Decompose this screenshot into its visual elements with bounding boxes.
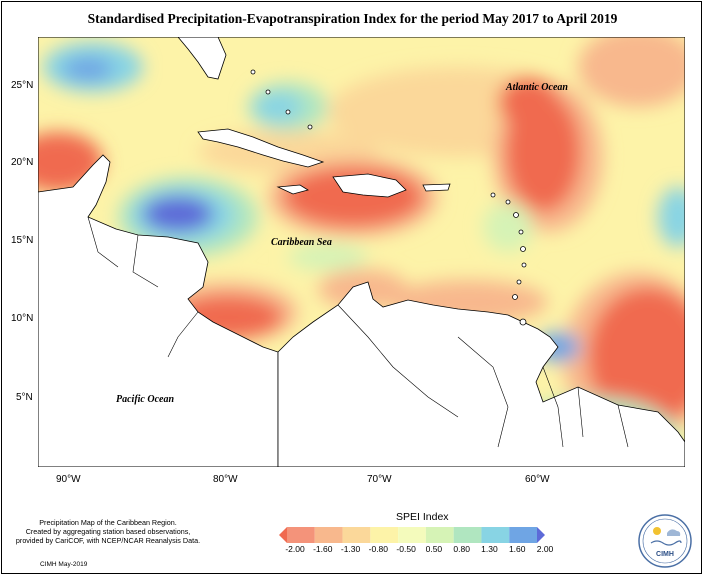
country-borders	[87, 216, 629, 448]
map-notes: Precipitation Map of the Caribbean Regio…	[8, 518, 208, 545]
legend-bin	[453, 527, 482, 543]
lon-label-80w: 80°W	[213, 474, 238, 485]
legend-bin	[370, 527, 399, 543]
land-masses	[38, 37, 685, 467]
map-title: Standardised Precipitation-Evapotranspir…	[87, 11, 618, 26]
lesser-antilles	[250, 69, 527, 326]
legend-bin	[398, 527, 426, 543]
lon-label-70w: 70°W	[367, 474, 392, 485]
legend-tick-label: -0.80	[368, 544, 389, 554]
note-line-1: Precipitation Map of the Caribbean Regio…	[39, 518, 177, 527]
legend-tick-label: 2.00	[536, 544, 554, 554]
legend-colorbar	[279, 527, 545, 543]
legend-bin	[342, 527, 371, 543]
legend-bin	[425, 527, 454, 543]
label-caribbean-sea: Caribbean Sea	[271, 237, 332, 248]
legend-tick-label: -2.00	[285, 544, 305, 554]
label-atlantic-ocean: Atlantic Ocean	[505, 82, 568, 93]
legend-bin	[279, 527, 287, 543]
note-line-2: Created by aggregating station based obs…	[25, 527, 191, 536]
legend-bin	[481, 527, 510, 543]
credit-text: CIMH May-2019	[40, 561, 88, 568]
legend-title: SPEI Index	[396, 511, 449, 523]
legend-bin	[537, 527, 545, 543]
lat-label-10n: 10°N	[11, 313, 34, 324]
legend-tick-label: -1.30	[340, 544, 361, 554]
lat-label-20n: 20°N	[11, 157, 34, 168]
spei-map: Atlantic Ocean Caribbean Sea Pacific Oce…	[38, 37, 685, 467]
legend-tick-label: 0.80	[453, 544, 470, 554]
legend-tick-label: 1.60	[508, 544, 526, 554]
legend-tick-label: -0.50	[396, 544, 416, 554]
legend-tick-label: -1.60	[313, 544, 333, 554]
note-line-3: provided by CariCOF, with NCEP/NCAR Rean…	[15, 536, 201, 545]
lat-label-5n: 5°N	[16, 392, 33, 403]
lat-label-15n: 15°N	[11, 235, 34, 246]
legend-ticks: -2.00 -1.60 -1.30 -0.80 -0.50 0.50 0.80 1.30 1.6…	[283, 544, 553, 556]
legend-bin	[314, 527, 343, 543]
legend-bin	[509, 527, 537, 543]
lon-label-90w: 90°W	[56, 474, 81, 485]
label-pacific-ocean: Pacific Ocean	[116, 394, 174, 405]
logo-text: CIMH	[656, 551, 674, 558]
legend-bin	[287, 527, 315, 543]
cimh-logo-icon: CIMH	[638, 514, 692, 568]
legend-tick-label: 1.30	[481, 544, 498, 554]
legend-tick-label: 0.50	[425, 544, 443, 554]
lat-label-25n: 25°N	[11, 80, 34, 91]
lon-label-60w: 60°W	[525, 474, 550, 485]
